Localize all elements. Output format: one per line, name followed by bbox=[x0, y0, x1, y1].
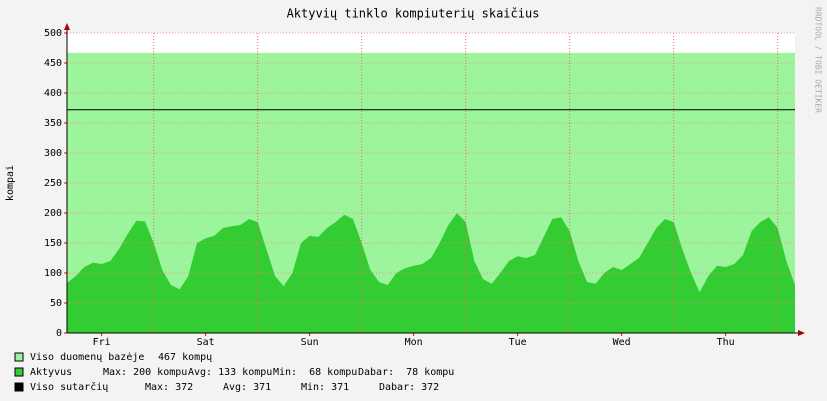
chart-title: Aktyvių tinklo kompiuterių skaičius bbox=[287, 7, 540, 21]
y-tick-label: 100 bbox=[44, 268, 62, 279]
legend-stat: Avg: 371 bbox=[223, 382, 271, 393]
legend-stat: Max: 200 kompu bbox=[103, 367, 187, 378]
y-tick-label: 0 bbox=[56, 328, 62, 339]
legend-stat: Min: 371 bbox=[301, 382, 349, 393]
legend-swatch bbox=[14, 352, 24, 362]
y-tick-label: 400 bbox=[44, 88, 62, 99]
legend-stat: Min: 68 kompu bbox=[273, 367, 357, 378]
x-tick-label: Thu bbox=[717, 337, 735, 348]
x-tick-label: Sat bbox=[197, 337, 215, 348]
y-axis-arrow bbox=[64, 23, 70, 30]
marks bbox=[67, 52, 795, 334]
x-tick-label: Wed bbox=[613, 337, 631, 348]
watermark: RRDTOOL / TOBI OETIKER bbox=[814, 7, 823, 113]
legend-stat: Dabar: 78 kompu bbox=[358, 367, 454, 378]
y-tick-label: 50 bbox=[50, 298, 62, 309]
legend-stat: Dabar: 372 bbox=[379, 382, 439, 393]
y-tick-label: 300 bbox=[44, 148, 62, 159]
legend-stat: Max: 372 bbox=[145, 382, 193, 393]
x-axis-arrow bbox=[798, 330, 805, 336]
legend-label: Viso sutarčių bbox=[30, 381, 108, 393]
y-tick-label: 450 bbox=[44, 58, 62, 69]
y-tick-label: 500 bbox=[44, 28, 62, 39]
y-tick-label: 350 bbox=[44, 118, 62, 129]
x-tick-label: Sun bbox=[301, 337, 319, 348]
x-tick-label: Mon bbox=[405, 337, 423, 348]
y-tick-label: 250 bbox=[44, 178, 62, 189]
y-tick-label: 150 bbox=[44, 238, 62, 249]
legend-stat: Avg: 133 kompu bbox=[188, 367, 272, 378]
legend-swatch bbox=[14, 367, 24, 377]
x-tick-label: Tue bbox=[509, 337, 527, 348]
legend-stat: 467 kompų bbox=[158, 352, 212, 363]
x-tick-label: Fri bbox=[93, 337, 111, 348]
legend-label: Viso duomenų bazėje bbox=[30, 352, 144, 363]
overlay: 0 50 100 150 200 250 300 350 400 450 500 Fri Sat Sun M… bbox=[44, 23, 805, 348]
legend-label: Aktyvus bbox=[30, 367, 72, 378]
y-axis-label: kompai bbox=[5, 165, 16, 201]
legend-swatch bbox=[14, 382, 24, 392]
y-tick-label: 200 bbox=[44, 208, 62, 219]
legend: Viso duomenų bazėje 467 kompų Aktyvus Max: … bbox=[14, 352, 454, 393]
